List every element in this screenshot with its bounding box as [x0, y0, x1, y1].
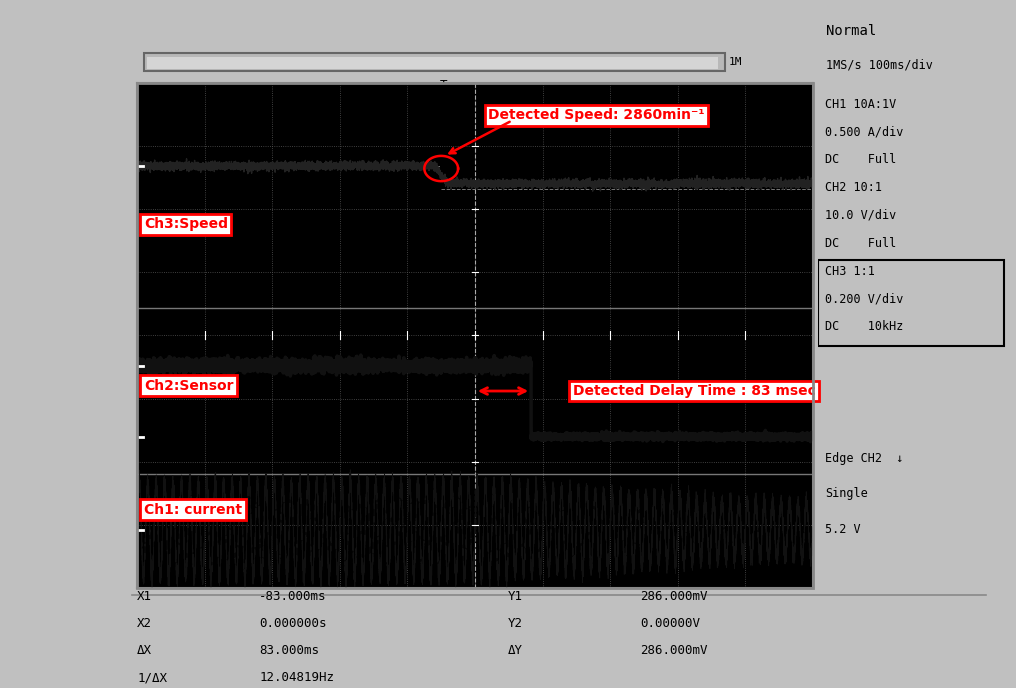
Text: Ch2:Sensor: Ch2:Sensor [144, 379, 234, 393]
Text: 1MS/s 100ms/div: 1MS/s 100ms/div [826, 59, 933, 72]
Text: X2: X2 [137, 617, 152, 630]
Text: 1/ΔX: 1/ΔX [137, 671, 168, 684]
Text: CH3 1:1: CH3 1:1 [825, 265, 875, 277]
Text: 10.0 V/div: 10.0 V/div [825, 209, 897, 222]
Text: 0.500 A/div: 0.500 A/div [825, 125, 904, 138]
Text: 5.2 V: 5.2 V [825, 522, 861, 535]
Text: 0.200 V/div: 0.200 V/div [825, 292, 904, 305]
Text: << Main:1M >>: << Main:1M >> [346, 100, 428, 110]
Text: 0.00000V: 0.00000V [640, 617, 700, 630]
Text: CH2 10:1: CH2 10:1 [825, 181, 883, 194]
Text: Ch1: current: Ch1: current [144, 503, 242, 517]
Text: -83.000ms: -83.000ms [259, 590, 326, 603]
Text: X1: X1 [137, 590, 152, 603]
Text: DC    Full: DC Full [825, 237, 897, 250]
FancyBboxPatch shape [147, 57, 718, 69]
Text: Single: Single [825, 487, 868, 500]
Text: CH1 10A:1V: CH1 10A:1V [825, 98, 897, 111]
Text: DC    Full: DC Full [825, 153, 897, 166]
Text: 286.000mV: 286.000mV [640, 644, 707, 657]
Text: Edge CH2  ↓: Edge CH2 ↓ [825, 452, 904, 464]
Text: DC    10kHz: DC 10kHz [825, 320, 904, 333]
Text: ΔY: ΔY [508, 644, 523, 657]
Text: 1M: 1M [728, 57, 742, 67]
Text: 286.000mV: 286.000mV [640, 590, 707, 603]
Text: 83.000ms: 83.000ms [259, 644, 319, 657]
Text: 0.000000s: 0.000000s [259, 617, 326, 630]
Text: Ch3:Speed: Ch3:Speed [144, 217, 228, 231]
FancyBboxPatch shape [144, 53, 725, 71]
Text: Y1: Y1 [508, 590, 523, 603]
Text: 12.04819Hz: 12.04819Hz [259, 671, 334, 684]
Text: ΔX: ΔX [137, 644, 152, 657]
Text: Normal: Normal [826, 24, 877, 38]
Text: Detected Delay Time : 83 msec: Detected Delay Time : 83 msec [573, 384, 816, 398]
Text: Y2: Y2 [508, 617, 523, 630]
Text: T: T [440, 79, 447, 92]
Text: Detected Speed: 2860min⁻¹: Detected Speed: 2860min⁻¹ [489, 109, 705, 122]
